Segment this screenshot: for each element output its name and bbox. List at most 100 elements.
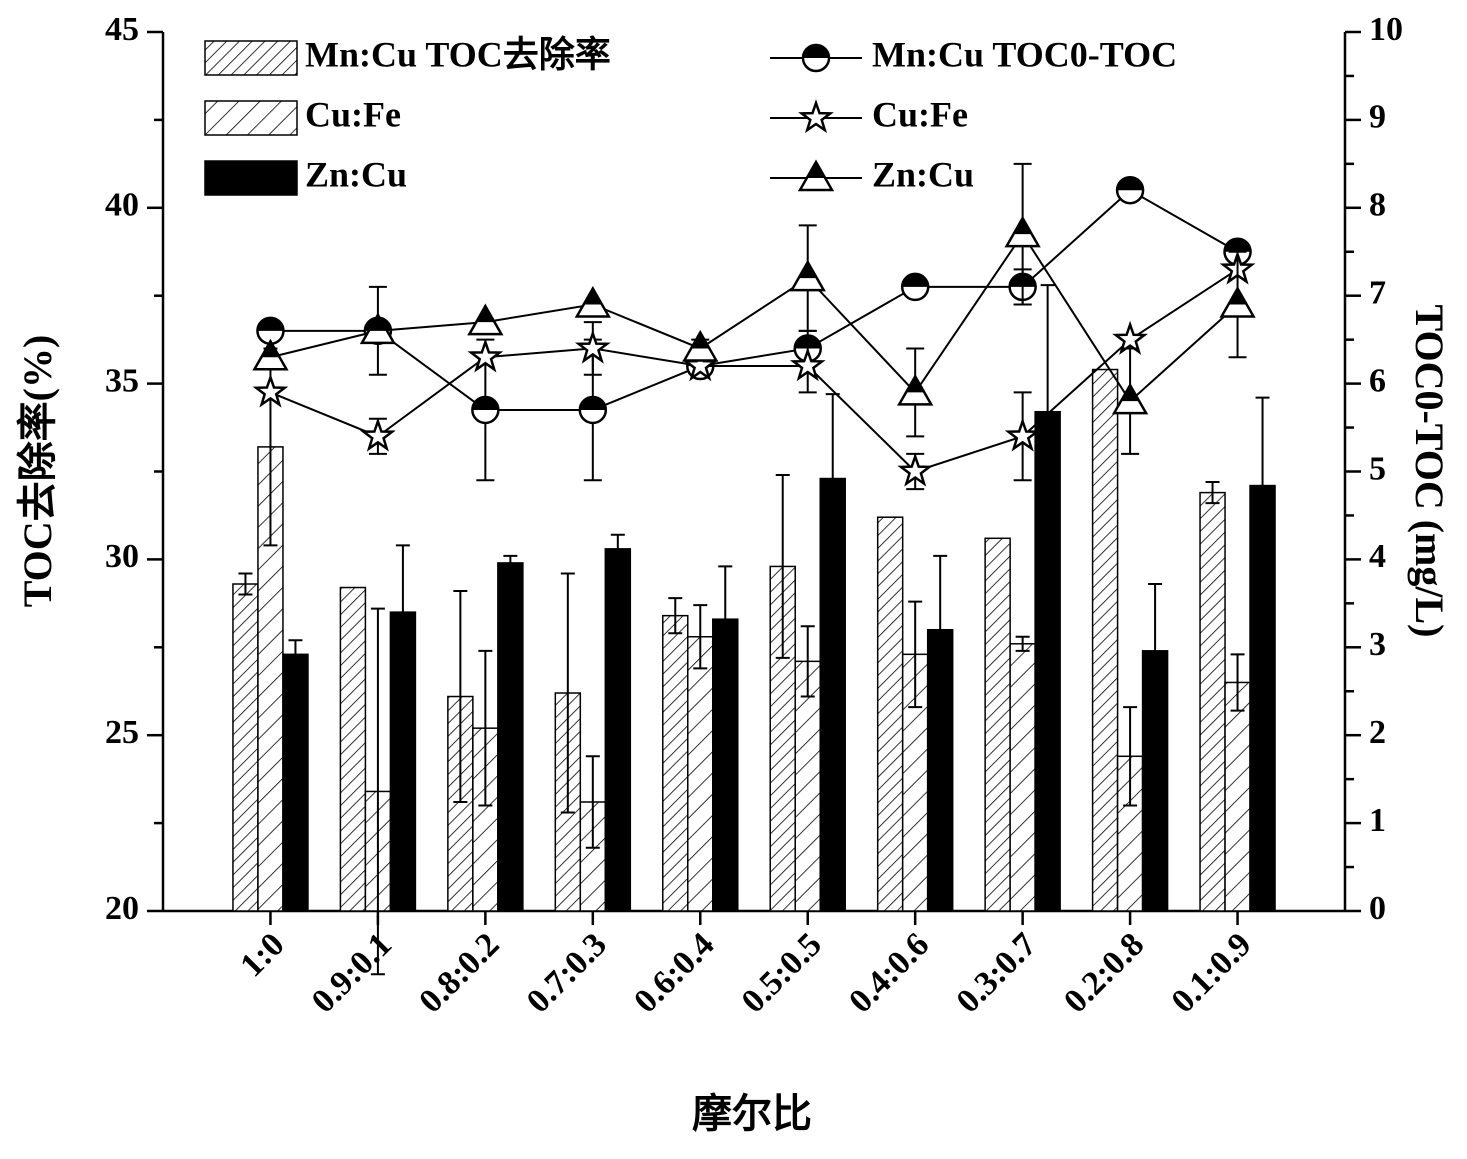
error-bar bbox=[1015, 635, 1030, 652]
marker-fill bbox=[579, 396, 606, 410]
error-bar bbox=[585, 755, 600, 849]
bar bbox=[794, 660, 821, 912]
legend-label: Mn:Cu TOC0-TOC bbox=[872, 34, 1177, 74]
y-tick-label: 25 bbox=[105, 714, 139, 751]
y2-tick-label: 5 bbox=[1369, 450, 1386, 487]
legend-label: Zn:Cu bbox=[872, 154, 974, 194]
line bbox=[270, 268, 1239, 473]
y2-tick-label: 7 bbox=[1369, 274, 1386, 311]
x-tick-label: 0.1:0.9 bbox=[1164, 926, 1258, 1020]
marker-fill bbox=[803, 45, 829, 58]
error-bar bbox=[1205, 481, 1220, 505]
x-tick-label: 0.8:0.2 bbox=[412, 926, 506, 1020]
y2-tick-label: 6 bbox=[1369, 362, 1386, 399]
error-bar bbox=[238, 572, 253, 596]
error-bar bbox=[370, 607, 385, 976]
bar bbox=[984, 537, 1011, 912]
error-bar bbox=[1255, 396, 1270, 575]
error-bar bbox=[395, 544, 410, 680]
error-bar bbox=[1123, 706, 1138, 807]
y-tick-label: 45 bbox=[105, 11, 139, 48]
line bbox=[270, 232, 1239, 403]
x-tick-label: 0.2:0.8 bbox=[1057, 926, 1151, 1020]
marker bbox=[252, 373, 289, 408]
marker-fill bbox=[691, 332, 710, 349]
legend-item: Mn:Cu TOC0-TOC bbox=[770, 34, 1177, 74]
legend-label: Mn:Cu TOC去除率 bbox=[305, 34, 611, 74]
legend-swatch bbox=[204, 100, 298, 136]
error-bar bbox=[800, 625, 815, 698]
marker bbox=[1112, 320, 1149, 355]
legend-swatch bbox=[204, 160, 298, 196]
x-tick-label: 1:0 bbox=[233, 926, 291, 984]
marker-fill bbox=[476, 306, 495, 323]
error-bar bbox=[718, 565, 733, 673]
marker-fill bbox=[472, 396, 499, 410]
y2-axis-title: TOC0-TOC (mg/L) bbox=[1407, 305, 1452, 638]
bar bbox=[662, 614, 689, 912]
legend-item: Mn:Cu TOC去除率 bbox=[204, 34, 611, 76]
bar bbox=[497, 562, 524, 912]
x-tick-label: 0.4:0.6 bbox=[842, 926, 936, 1020]
error-bar bbox=[933, 554, 948, 705]
error-bar bbox=[693, 604, 708, 670]
error-bar bbox=[453, 590, 468, 804]
y-tick-label: 40 bbox=[105, 187, 139, 224]
y2-tick-label: 2 bbox=[1369, 714, 1386, 751]
marker-fill bbox=[368, 314, 387, 331]
y2-tick-label: 8 bbox=[1369, 187, 1386, 224]
y2-tick-label: 3 bbox=[1369, 626, 1386, 663]
error-bar bbox=[560, 572, 575, 814]
bar bbox=[1224, 681, 1251, 912]
y-tick-label: 30 bbox=[105, 538, 139, 575]
error-bar bbox=[908, 600, 923, 709]
bar bbox=[282, 653, 309, 912]
legend-label: Cu:Fe bbox=[305, 94, 401, 134]
bar bbox=[339, 586, 367, 912]
legend-item: Zn:Cu bbox=[204, 154, 407, 196]
legend-label: Zn:Cu bbox=[305, 154, 407, 194]
marker-fill bbox=[257, 317, 284, 331]
marker-fill bbox=[807, 162, 825, 178]
error-bar bbox=[1040, 284, 1055, 540]
marker-fill bbox=[583, 288, 602, 305]
x-tick-label: 0.5:0.5 bbox=[735, 926, 829, 1020]
marker bbox=[467, 338, 504, 373]
marker-fill bbox=[798, 262, 817, 279]
error-bar bbox=[288, 639, 303, 670]
marker-fill bbox=[906, 376, 925, 393]
error-bar bbox=[1230, 653, 1245, 712]
error-bar bbox=[503, 554, 518, 571]
bar bbox=[1091, 368, 1119, 912]
y2-tick-label: 1 bbox=[1369, 802, 1386, 839]
y-tick-label: 35 bbox=[105, 362, 139, 399]
error-bar bbox=[478, 649, 493, 807]
y2-tick-label: 9 bbox=[1369, 99, 1386, 136]
bar bbox=[232, 583, 259, 912]
y2-tick-label: 0 bbox=[1369, 890, 1386, 927]
legend-item: Cu:Fe bbox=[204, 94, 401, 136]
marker-fill bbox=[1013, 218, 1032, 235]
marker-fill bbox=[902, 273, 929, 287]
legend-item: Cu:Fe bbox=[770, 94, 968, 134]
marker bbox=[897, 452, 933, 487]
marker bbox=[1004, 417, 1041, 452]
legend-marker bbox=[798, 99, 834, 134]
x-tick-label: 0.7:0.3 bbox=[520, 926, 614, 1020]
marker-fill bbox=[1121, 385, 1140, 402]
y-axis-title: TOC去除率(%) bbox=[15, 335, 60, 608]
bar bbox=[1199, 491, 1226, 912]
legend-label: Cu:Fe bbox=[872, 94, 968, 134]
marker bbox=[574, 329, 611, 364]
error-bar bbox=[610, 533, 625, 564]
y2-tick-label: 4 bbox=[1369, 538, 1386, 575]
marker bbox=[359, 417, 396, 452]
legend-item: Zn:Cu bbox=[770, 154, 974, 194]
x-tick-label: 0.9:0.1 bbox=[305, 926, 399, 1020]
y-tick-label: 20 bbox=[105, 890, 139, 927]
line bbox=[270, 188, 1239, 411]
bar bbox=[687, 636, 714, 912]
legend-swatch bbox=[204, 40, 298, 76]
bar bbox=[1009, 643, 1036, 912]
